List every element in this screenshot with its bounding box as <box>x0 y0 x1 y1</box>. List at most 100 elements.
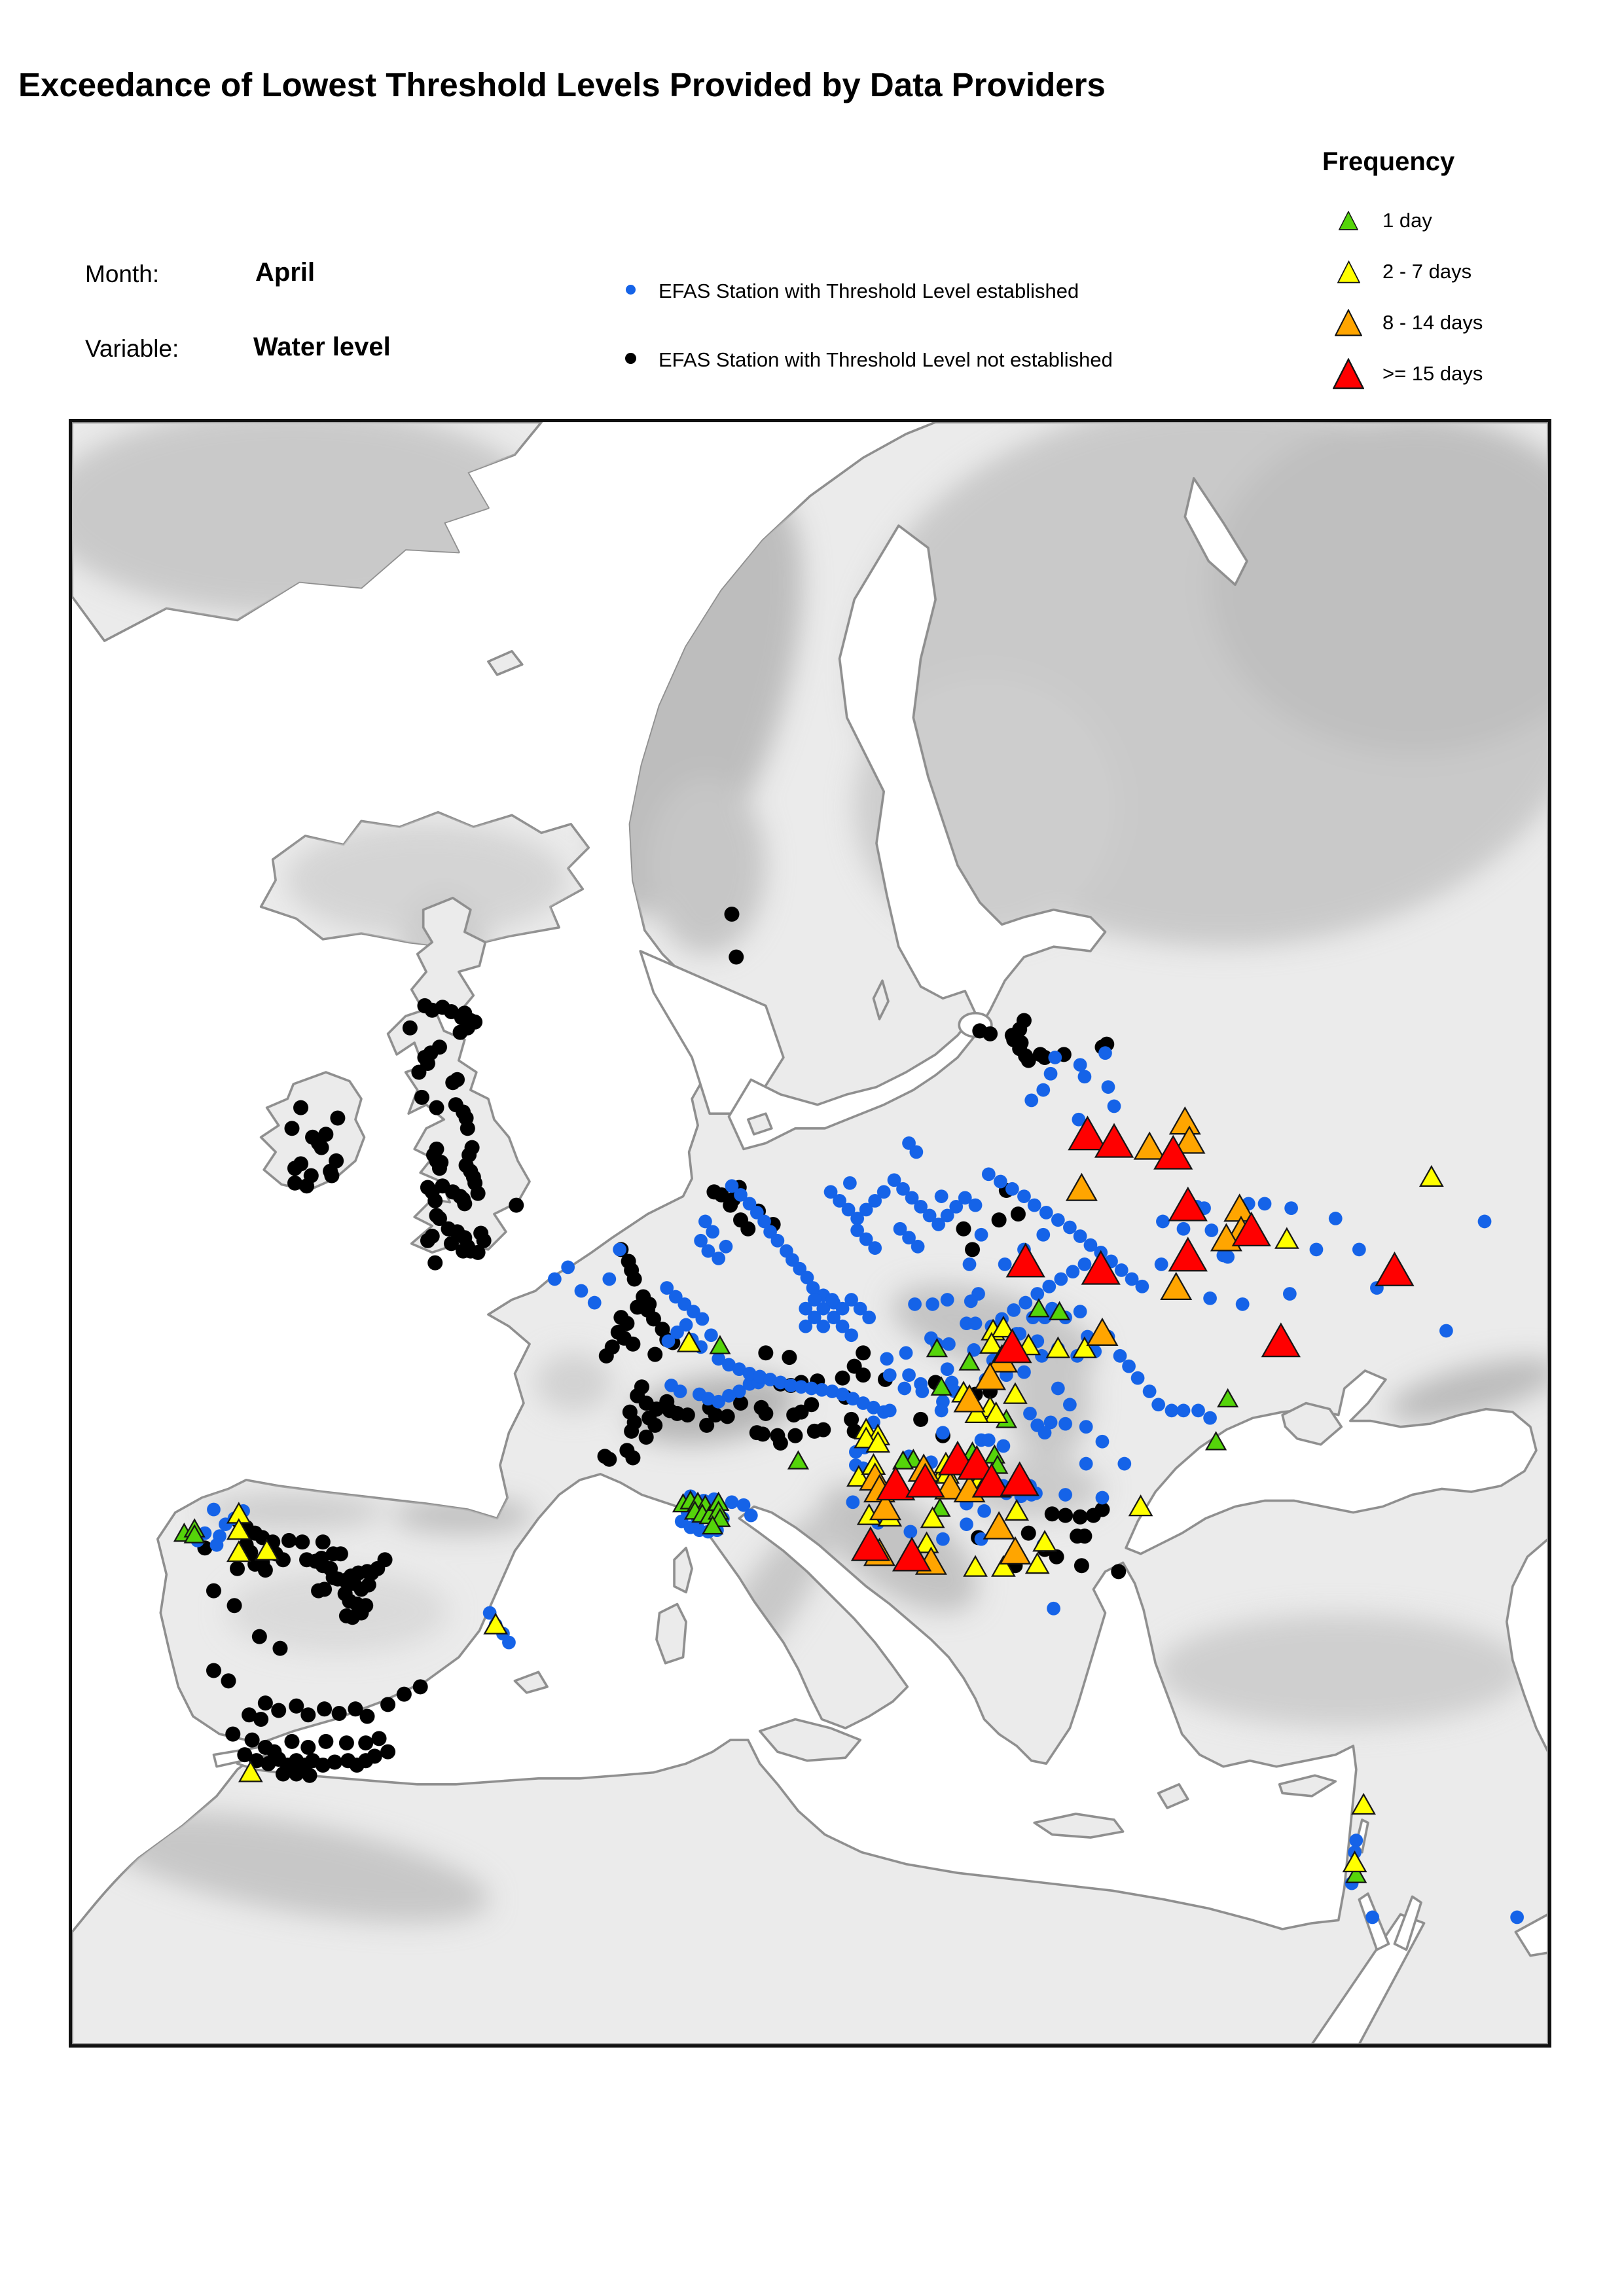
station-marker-established <box>1221 1250 1235 1264</box>
station-marker-established <box>825 1293 839 1307</box>
station-marker-established <box>1051 1213 1065 1227</box>
exceedance-marker-d1 <box>702 1515 724 1535</box>
exceedance-marker-d15 <box>1094 1123 1134 1158</box>
station-marker-established <box>882 1368 897 1382</box>
station-marker-not-established <box>206 1583 221 1599</box>
exceedance-marker-d27 <box>920 1506 945 1528</box>
station-marker-established <box>926 1297 940 1311</box>
station-marker-not-established <box>427 1255 443 1271</box>
station-marker-established <box>896 1182 910 1196</box>
station-marker-established <box>934 1403 948 1418</box>
station-marker-not-established <box>749 1425 765 1441</box>
station-marker-established <box>670 1325 684 1339</box>
station-marker-established <box>936 1532 950 1546</box>
station-marker-not-established <box>414 1089 429 1105</box>
station-marker-not-established <box>237 1747 253 1763</box>
station-marker-established <box>774 1375 787 1390</box>
station-marker-not-established <box>1037 1049 1053 1065</box>
station-marker-not-established <box>318 1733 334 1749</box>
station-marker-established <box>1054 1272 1068 1286</box>
frequency-legend-title: Frequency <box>1322 147 1455 176</box>
station-marker-established <box>974 1532 988 1546</box>
station-marker-established <box>807 1293 821 1307</box>
station-marker-established <box>806 1281 820 1295</box>
station-marker-not-established <box>1077 1528 1092 1544</box>
station-marker-established <box>1164 1403 1179 1418</box>
exceedance-marker-d15 <box>905 1462 945 1498</box>
station-marker-established <box>602 1272 617 1286</box>
station-marker-not-established <box>1010 1206 1026 1222</box>
exceedance-marker-d1 <box>930 1376 952 1396</box>
station-marker-not-established <box>1094 1502 1110 1517</box>
station-marker-established <box>968 1198 983 1212</box>
station-marker-not-established <box>411 1064 427 1080</box>
exceedance-marker-d27 <box>1032 1530 1057 1552</box>
station-marker-not-established <box>470 1244 486 1260</box>
station-marker-established <box>701 1392 715 1406</box>
station-marker-established <box>1017 1365 1031 1379</box>
station-marker-established <box>1058 1417 1072 1431</box>
station-marker-not-established <box>380 1744 396 1760</box>
station-marker-not-established <box>772 1435 788 1451</box>
station-marker-established <box>1039 1206 1053 1220</box>
station-marker-not-established <box>1111 1564 1127 1580</box>
station-marker-not-established <box>271 1703 287 1718</box>
station-marker-established <box>844 1293 859 1307</box>
station-marker-not-established <box>242 1707 257 1723</box>
station-marker-not-established <box>302 1767 317 1783</box>
station-marker-established <box>712 1251 726 1265</box>
station-marker-not-established <box>293 1100 309 1115</box>
exceedance-marker-d27 <box>1351 1792 1376 1815</box>
station-marker-established <box>960 1517 973 1531</box>
station-marker-established <box>844 1328 859 1343</box>
station-marker-not-established <box>758 1405 774 1421</box>
station-marker-established <box>734 1187 748 1202</box>
station-marker-established <box>1058 1488 1072 1502</box>
exceedance-marker-d27 <box>963 1555 988 1577</box>
station-marker-not-established <box>331 1705 347 1721</box>
exceedance-marker-d814 <box>1160 1271 1193 1300</box>
station-marker-not-established <box>367 1748 382 1764</box>
station-marker-established <box>998 1257 1012 1271</box>
station-marker-established <box>914 1199 928 1214</box>
station-marker-not-established <box>221 1673 236 1689</box>
station-marker-not-established <box>420 1233 435 1248</box>
station-marker-not-established <box>724 907 740 922</box>
station-marker-established <box>742 1367 757 1381</box>
station-marker-established <box>482 1606 497 1620</box>
station-marker-not-established <box>295 1534 310 1550</box>
station-marker-established <box>732 1384 746 1398</box>
station-marker-established <box>701 1244 715 1258</box>
station-marker-not-established <box>758 1345 774 1361</box>
station-marker-established <box>1023 1406 1037 1420</box>
exceedance-marker-d15 <box>1375 1251 1415 1286</box>
station-marker-not-established <box>708 1407 723 1423</box>
station-marker-not-established <box>1074 1558 1089 1574</box>
station-marker-established <box>1107 1099 1121 1113</box>
station-marker-not-established <box>275 1552 291 1568</box>
station-marker-not-established <box>396 1686 412 1702</box>
station-marker-established <box>1142 1384 1157 1398</box>
exceedance-marker-d15 <box>971 1462 1011 1498</box>
station-marker-not-established <box>315 1534 331 1550</box>
exceedance-marker-d15 <box>992 1328 1032 1364</box>
station-marker-established <box>1113 1348 1127 1363</box>
station-marker-established <box>1352 1242 1366 1257</box>
station-marker-established <box>1135 1279 1149 1293</box>
month-value: April <box>255 258 316 287</box>
station-marker-not-established <box>470 1185 486 1201</box>
station-marker-established <box>722 1358 736 1372</box>
exceedance-marker-d814 <box>999 1536 1032 1564</box>
station-marker-not-established <box>353 1605 369 1621</box>
station-marker-not-established <box>377 1552 393 1568</box>
station-marker-not-established <box>1058 1508 1074 1523</box>
exceedance-marker-d1 <box>787 1450 810 1470</box>
station-marker-established <box>862 1310 876 1325</box>
station-marker-not-established <box>333 1546 348 1562</box>
station-marker-established <box>1043 1415 1058 1430</box>
station-marker-established <box>694 1233 708 1248</box>
station-marker-established <box>835 1387 850 1401</box>
station-marker-established <box>882 1403 897 1418</box>
station-marker-established <box>1043 1066 1058 1081</box>
station-marker-established <box>1125 1272 1139 1286</box>
